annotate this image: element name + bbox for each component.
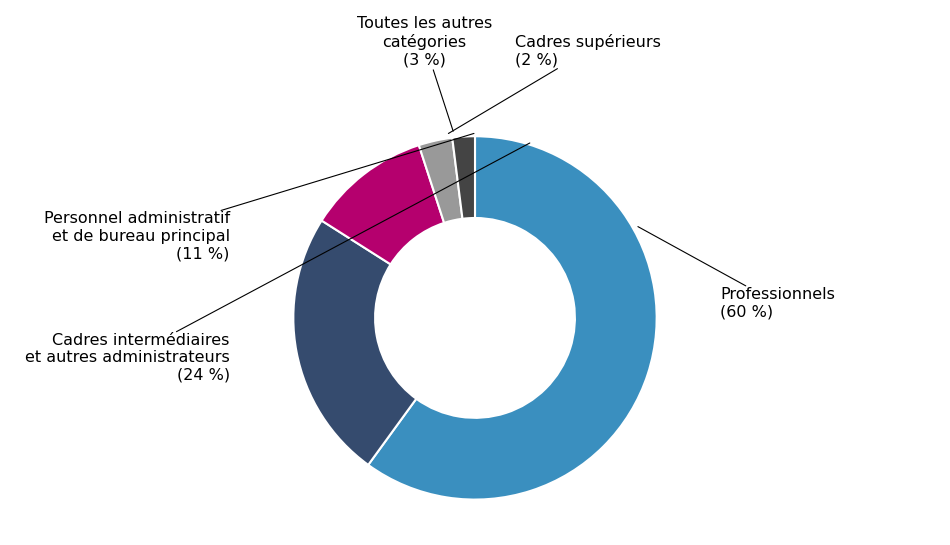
- Text: Professionnels
(60 %): Professionnels (60 %): [637, 227, 835, 319]
- Wedge shape: [294, 221, 416, 465]
- Wedge shape: [322, 145, 444, 264]
- Text: Personnel administratif
et de bureau principal
(11 %): Personnel administratif et de bureau pri…: [44, 134, 474, 261]
- Text: Cadres supérieurs
(2 %): Cadres supérieurs (2 %): [448, 34, 661, 134]
- Wedge shape: [452, 136, 475, 219]
- Wedge shape: [419, 138, 463, 223]
- Text: Toutes les autres
catégories
(3 %): Toutes les autres catégories (3 %): [356, 16, 492, 131]
- Wedge shape: [369, 136, 656, 500]
- Text: Cadres intermédiaires
et autres administrateurs
(24 %): Cadres intermédiaires et autres administ…: [25, 143, 530, 383]
